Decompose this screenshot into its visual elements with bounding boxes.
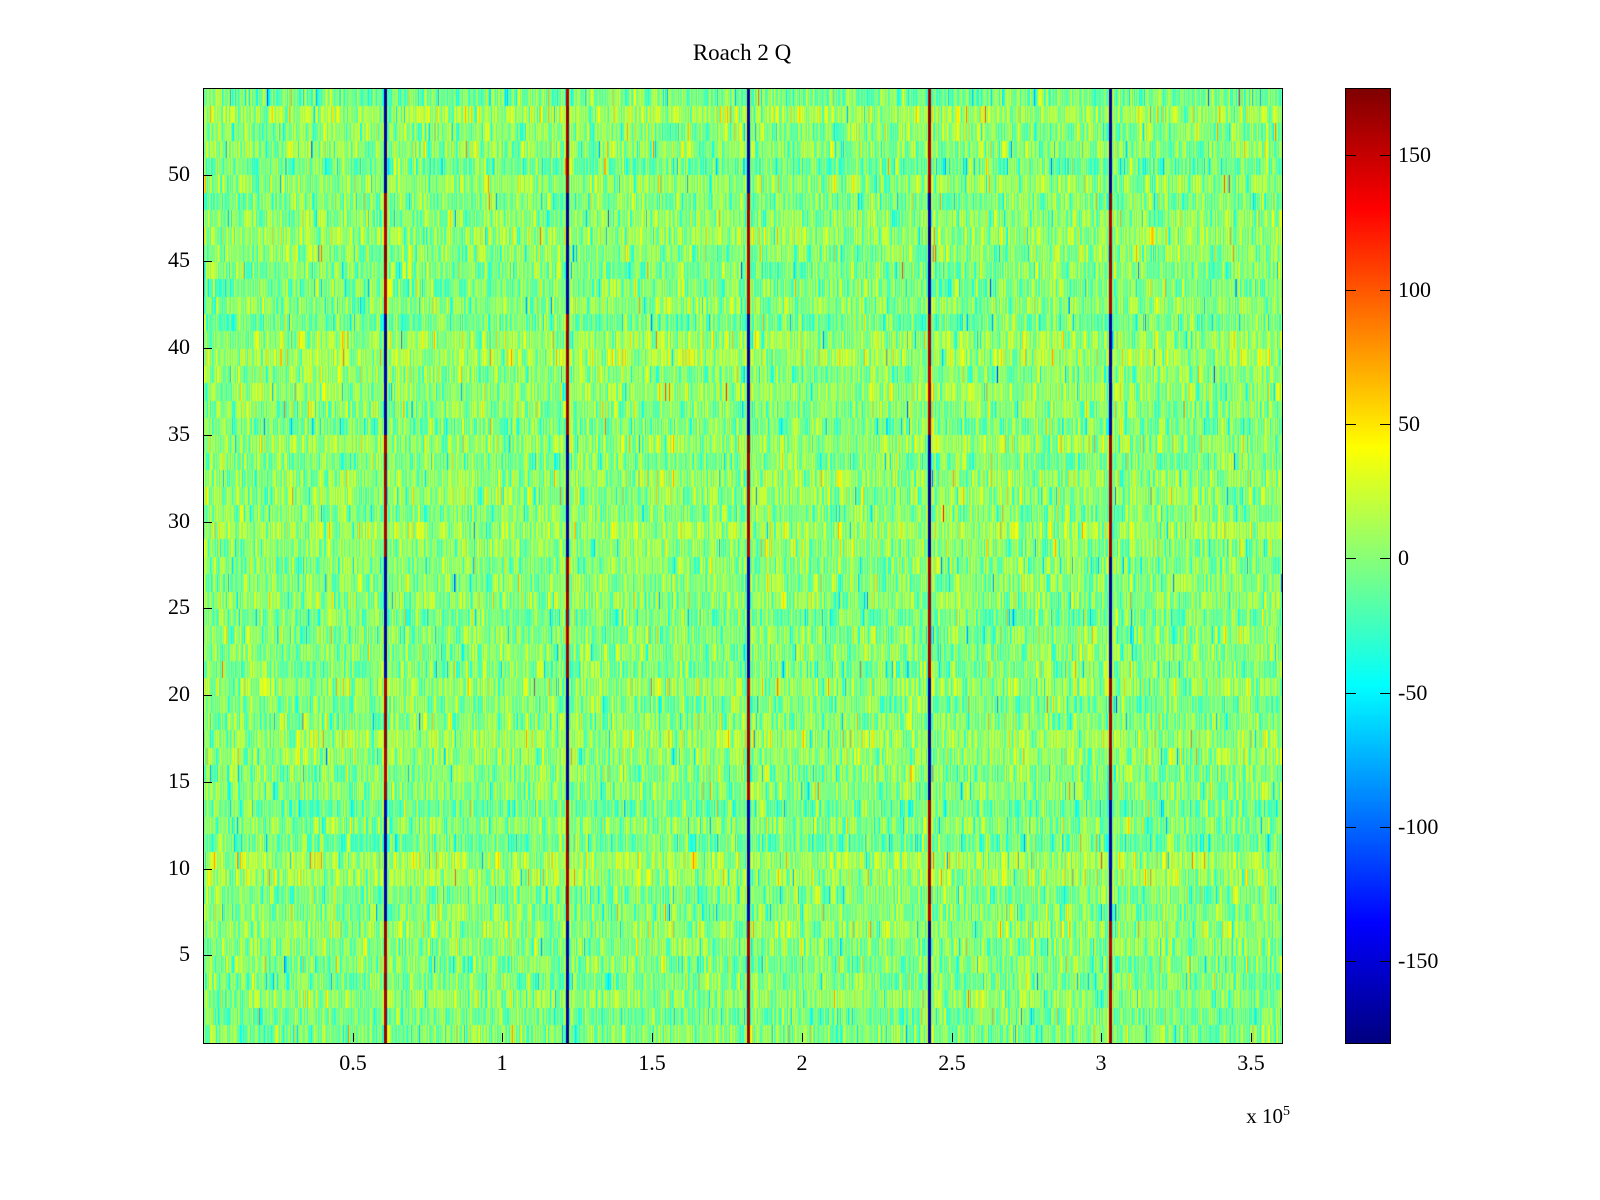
y-axis-tick-label: 30 bbox=[168, 507, 190, 533]
colorbar-tick-mark-right bbox=[1380, 290, 1390, 291]
colorbar-tick-mark-left bbox=[1346, 961, 1356, 962]
y-axis-tick-label-wrap: 30 bbox=[120, 507, 190, 533]
x-axis-tick-mark bbox=[1251, 1033, 1252, 1042]
colorbar-tick-label: -150 bbox=[1398, 948, 1439, 973]
x-axis-multiplier-exponent: 5 bbox=[1283, 1104, 1290, 1119]
y-axis-tick-mark bbox=[203, 174, 212, 176]
y-axis-tick-label-wrap: 50 bbox=[120, 160, 190, 186]
page-title: Roach 2 Q bbox=[692, 40, 792, 65]
x-axis-tick-mark bbox=[802, 1033, 803, 1042]
y-axis-tick-label-wrap: 40 bbox=[120, 336, 190, 358]
x-axis-tick-mark bbox=[1101, 1033, 1102, 1042]
colorbar-tick-label-wrap: 100 bbox=[1398, 278, 1488, 302]
colorbar-tick-label: -100 bbox=[1398, 814, 1439, 839]
y-axis-tick-label: 45 bbox=[168, 247, 190, 273]
colorbar-tick-mark-right bbox=[1380, 558, 1390, 559]
y-axis-tick-mark bbox=[203, 781, 212, 783]
x-axis-tick-label-wrap: 2.5 bbox=[907, 1050, 997, 1076]
x-axis-tick-label: 0.5 bbox=[339, 1050, 367, 1075]
colorbar-tick-mark-left bbox=[1346, 558, 1356, 559]
colorbar-tick-label: -50 bbox=[1398, 680, 1428, 705]
x-axis-tick-mark bbox=[353, 1033, 354, 1042]
x-axis-tick-label-wrap: 3 bbox=[1056, 1050, 1146, 1076]
x-axis-tick-label-wrap: 1.5 bbox=[607, 1050, 697, 1076]
y-axis-tick-label: 10 bbox=[168, 854, 190, 880]
x-axis-tick-label-wrap: 0.5 bbox=[308, 1050, 398, 1076]
x-axis-multiplier: x 105 bbox=[1150, 1100, 1290, 1128]
colorbar-tick-mark-right bbox=[1380, 827, 1390, 828]
heatmap-image bbox=[204, 89, 1282, 1043]
colorbar-tick-mark-left bbox=[1346, 827, 1356, 828]
colorbar-tick-mark-left bbox=[1346, 290, 1356, 291]
y-axis-tick-mark bbox=[203, 955, 212, 957]
x-axis-tick-label-wrap: 2 bbox=[757, 1050, 847, 1076]
x-axis-tick-mark bbox=[652, 1033, 653, 1042]
colorbar-tick-label-wrap: 150 bbox=[1398, 143, 1488, 167]
y-axis-tick-label: 40 bbox=[168, 334, 190, 360]
y-axis-tick-label: 35 bbox=[168, 420, 190, 446]
y-axis-tick-label-wrap: 10 bbox=[120, 854, 190, 880]
colorbar-tick-label: 150 bbox=[1398, 142, 1431, 167]
y-axis-tick-mark bbox=[203, 868, 212, 870]
colorbar-tick-label: 0 bbox=[1398, 545, 1409, 570]
x-axis-tick-label: 1.5 bbox=[638, 1050, 666, 1075]
y-axis-tick-mark bbox=[203, 521, 212, 523]
y-axis-tick-mark bbox=[203, 261, 212, 263]
colorbar-tick-label: 50 bbox=[1398, 411, 1420, 436]
colorbar-tick-label-wrap: -100 bbox=[1398, 815, 1488, 839]
colorbar-tick-mark-right bbox=[1380, 693, 1390, 694]
y-axis-tick-label-wrap: 15 bbox=[120, 767, 190, 793]
colorbar-tick-mark-left bbox=[1346, 693, 1356, 694]
y-axis-tick-label-wrap: 35 bbox=[120, 420, 190, 446]
y-axis-tick-label: 5 bbox=[179, 941, 190, 967]
x-axis-tick-label: 3 bbox=[1095, 1050, 1107, 1075]
x-axis-tick-mark bbox=[952, 1033, 953, 1042]
colorbar-tick-label: 100 bbox=[1398, 277, 1431, 302]
x-axis-tick-label: 3.5 bbox=[1237, 1050, 1265, 1075]
heatmap-axes[interactable] bbox=[203, 88, 1283, 1044]
colorbar-tick-mark-left bbox=[1346, 155, 1356, 156]
colorbar-tick-label-wrap: 0 bbox=[1398, 546, 1488, 570]
y-axis-tick-label: 20 bbox=[168, 681, 190, 707]
colorbar-tick-mark-right bbox=[1380, 424, 1390, 425]
colorbar-tick-label-wrap: -150 bbox=[1398, 949, 1488, 973]
y-axis-tick-label-wrap: 5 bbox=[120, 943, 190, 965]
y-axis-tick-label-wrap: 20 bbox=[120, 683, 190, 705]
y-axis-tick-label-wrap: 45 bbox=[120, 249, 190, 271]
colorbar-tick-label-wrap: 50 bbox=[1398, 412, 1488, 436]
colorbar-tick-mark-right bbox=[1380, 961, 1390, 962]
colorbar[interactable] bbox=[1345, 88, 1391, 1044]
y-axis-tick-label: 15 bbox=[168, 767, 190, 793]
x-axis-multiplier-base: x 10 bbox=[1246, 1104, 1283, 1128]
y-axis-tick-label: 25 bbox=[168, 594, 190, 620]
y-axis-tick-label-wrap: 25 bbox=[120, 596, 190, 618]
y-axis-tick-mark bbox=[203, 695, 212, 697]
x-axis-tick-label: 2.5 bbox=[938, 1050, 966, 1075]
colorbar-tick-label-wrap: -50 bbox=[1398, 681, 1488, 705]
y-axis-tick-mark bbox=[203, 608, 212, 610]
x-axis-tick-label: 1 bbox=[496, 1050, 508, 1075]
x-axis-tick-label-wrap: 3.5 bbox=[1206, 1050, 1296, 1076]
y-axis-tick-mark bbox=[203, 434, 212, 436]
x-axis-tick-mark bbox=[502, 1033, 503, 1042]
x-axis-tick-label: 2 bbox=[796, 1050, 808, 1075]
x-axis-tick-label-wrap: 1 bbox=[457, 1050, 547, 1076]
colorbar-gradient bbox=[1346, 89, 1390, 1043]
colorbar-tick-mark-left bbox=[1346, 424, 1356, 425]
y-axis-tick-label: 50 bbox=[168, 160, 190, 186]
colorbar-tick-mark-right bbox=[1380, 155, 1390, 156]
y-axis-tick-mark bbox=[203, 348, 212, 350]
